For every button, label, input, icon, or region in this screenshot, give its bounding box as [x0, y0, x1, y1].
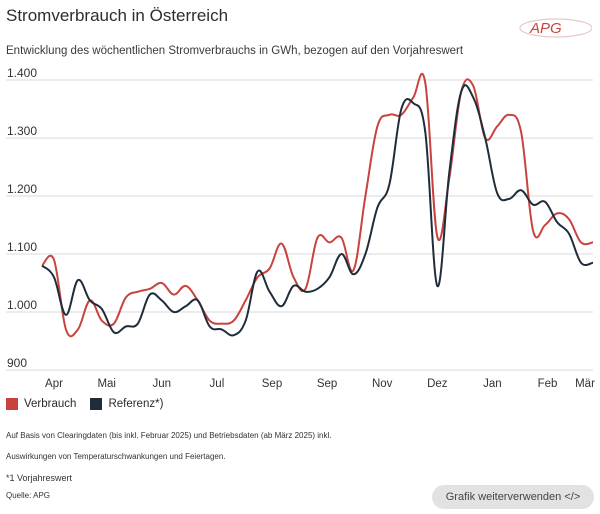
x-tick-label: Mai — [97, 378, 116, 390]
chart-title: Stromverbrauch in Österreich — [6, 6, 229, 25]
footnote: *1 Vorjahreswert — [6, 473, 73, 483]
legend: Verbrauch Referenz*) — [6, 398, 163, 410]
legend-swatch-verbrauch — [6, 398, 18, 410]
note-line-1: Auf Basis von Clearingdaten (bis inkl. F… — [6, 431, 332, 440]
reuse-graphic-button[interactable]: Grafik weiterverwenden </> — [432, 485, 594, 509]
x-tick-label: Jul — [210, 378, 225, 390]
x-tick-label: Sep — [317, 378, 337, 390]
series-line-verbrauch — [41, 72, 594, 338]
y-tick-label: 1.300 — [7, 124, 37, 138]
x-tick-label: Mär — [575, 378, 595, 390]
apg-logo: APG — [519, 18, 592, 38]
y-tick-label: 1.100 — [7, 240, 37, 254]
y-tick-label: 1.000 — [7, 298, 37, 312]
svg-text:APG: APG — [529, 20, 562, 37]
x-tick-label: Sep — [262, 378, 282, 390]
x-tick-label: Jun — [153, 378, 172, 390]
x-tick-label: Dez — [427, 378, 448, 390]
y-tick-label: 1.200 — [7, 182, 37, 196]
y-tick-label: 1.400 — [7, 66, 37, 80]
y-tick-label: 900 — [7, 356, 27, 370]
legend-item-referenz[interactable]: Referenz*) — [90, 398, 163, 410]
series-line-referenz — [41, 84, 594, 337]
legend-swatch-referenz — [90, 398, 103, 410]
note-line-2: Auswirkungen von Temperaturschwankungen … — [6, 452, 226, 461]
grid-layer — [6, 79, 593, 371]
legend-label-verbrauch: Verbrauch — [24, 398, 77, 410]
series-layer — [41, 72, 594, 338]
chart-subtitle: Entwicklung des wöchentlichen Stromverbr… — [6, 45, 464, 57]
x-tick-label: Nov — [372, 378, 393, 390]
line-chart: 900 1.000 1.100 1.200 1.300 1.400 Apr Mai Jun Jul… — [6, 66, 595, 390]
x-tick-label: Apr — [45, 378, 63, 390]
legend-item-verbrauch[interactable]: Verbrauch — [6, 398, 76, 410]
source-label: Quelle: APG — [6, 491, 51, 500]
x-tick-label: Feb — [538, 378, 558, 390]
x-tick-label: Jan — [483, 378, 502, 390]
legend-label-referenz: Referenz*) — [108, 398, 164, 410]
axis-label-layer: 900 1.000 1.100 1.200 1.300 1.400 Apr Mai Jun Jul… — [7, 66, 595, 390]
